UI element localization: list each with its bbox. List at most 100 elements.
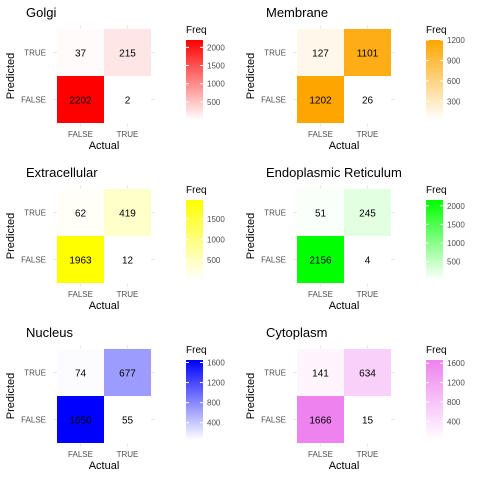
panel-endoplasmic-reticulum: Endoplasmic Reticulum Predicted FALSE TRUE F… <box>245 165 465 312</box>
legend-tick-label: 600 <box>447 77 461 86</box>
panel-title: Membrane <box>266 5 328 20</box>
tile-value-label: 2156 <box>309 256 332 267</box>
heatmap-tile <box>104 189 151 236</box>
tile-value-label: 1650 <box>69 416 92 427</box>
x-tick-label: TRUE <box>117 130 139 139</box>
x-tick-label: TRUE <box>357 130 379 139</box>
panel-title: Extracellular <box>26 165 98 180</box>
tile-value-label: 245 <box>359 209 376 220</box>
y-axis-label: Predicted <box>5 53 17 99</box>
tile-value-label: 62 <box>75 209 87 220</box>
heatmap-tile <box>344 349 391 396</box>
x-tick-label: TRUE <box>357 450 379 459</box>
heatmap-tile <box>297 349 344 396</box>
legend-tick-label: 500 <box>207 98 221 107</box>
x-tick-label: FALSE <box>308 130 333 139</box>
heatmap-tile <box>297 396 344 443</box>
tile-value-label: 15 <box>362 416 374 427</box>
legend-tick-label: 1000 <box>447 239 465 248</box>
legend-tick-label: 400 <box>447 417 461 426</box>
x-axis-label: Actual <box>329 300 360 312</box>
tile-value-label: 215 <box>119 49 136 60</box>
legend-title: Freq <box>426 345 447 356</box>
legend-tick-label: 1200 <box>207 379 225 388</box>
legend-tick-label: 1500 <box>207 62 225 71</box>
y-tick-label: TRUE <box>24 369 46 378</box>
y-tick-label: FALSE <box>261 256 286 265</box>
legend-title: Freq <box>186 345 207 356</box>
panel-title: Golgi <box>26 5 56 20</box>
heatmap-tile <box>57 396 104 443</box>
heatmap-tile <box>57 349 104 396</box>
y-tick-label: FALSE <box>21 256 46 265</box>
heatmap-tile <box>104 76 151 123</box>
tile-value-label: 2 <box>125 96 131 107</box>
legend-tick-label: 800 <box>207 399 221 408</box>
legend-title: Freq <box>186 185 207 196</box>
tile-value-label: 37 <box>75 49 87 60</box>
x-tick-label: TRUE <box>117 290 139 299</box>
tile-value-label: 419 <box>119 209 136 220</box>
x-tick-label: FALSE <box>68 130 93 139</box>
legend-tick-label: 1200 <box>447 379 465 388</box>
heatmap-tile <box>297 236 344 283</box>
legend-tick-label: 900 <box>447 57 461 66</box>
legend-colorbar <box>186 360 203 440</box>
tile-value-label: 12 <box>122 256 134 267</box>
legend-tick-label: 500 <box>207 256 221 265</box>
legend-tick-label: 300 <box>447 97 461 106</box>
tile-value-label: 1963 <box>69 256 92 267</box>
legend-tick-label: 1600 <box>447 359 465 368</box>
legend-tick-label: 1000 <box>207 235 225 244</box>
tile-value-label: 634 <box>359 369 376 380</box>
panel-title: Cytoplasm <box>266 325 327 340</box>
heatmap-tile <box>297 29 344 76</box>
x-tick-label: FALSE <box>308 290 333 299</box>
tile-value-label: 1666 <box>309 416 332 427</box>
heatmap-tile <box>57 29 104 76</box>
tile-value-label: 26 <box>362 96 374 107</box>
y-tick-label: FALSE <box>21 96 46 105</box>
tile-value-label: 4 <box>365 256 371 267</box>
legend-colorbar <box>186 40 203 120</box>
heatmap-tile <box>344 396 391 443</box>
y-tick-label: FALSE <box>21 416 46 425</box>
heatmap-tile <box>57 236 104 283</box>
tile-value-label: 55 <box>122 416 134 427</box>
legend-tick-label: 1500 <box>207 215 225 224</box>
heatmap-tile <box>344 29 391 76</box>
legend-tick-label: 400 <box>207 419 221 428</box>
legend-tick-label: 800 <box>447 398 461 407</box>
legend-colorbar <box>186 200 203 280</box>
x-tick-label: TRUE <box>117 450 139 459</box>
legend-tick-label: 1200 <box>447 36 465 45</box>
legend-tick-label: 1000 <box>207 80 225 89</box>
y-axis-label: Predicted <box>245 213 257 259</box>
y-axis-label: Predicted <box>245 373 257 419</box>
x-tick-label: TRUE <box>357 290 379 299</box>
tile-value-label: 127 <box>312 49 329 60</box>
legend-tick-label: 500 <box>447 258 461 267</box>
legend-title: Freq <box>426 185 447 196</box>
y-tick-label: TRUE <box>24 209 46 218</box>
y-tick-label: TRUE <box>24 49 46 58</box>
tile-value-label: 2202 <box>69 96 92 107</box>
x-tick-label: FALSE <box>68 450 93 459</box>
tile-value-label: 141 <box>312 369 329 380</box>
x-tick-label: FALSE <box>308 450 333 459</box>
y-axis-label: Predicted <box>245 53 257 99</box>
tile-value-label: 74 <box>75 369 87 380</box>
heatmap-tile <box>344 189 391 236</box>
heatmap-tile <box>344 76 391 123</box>
x-axis-label: Actual <box>89 460 120 472</box>
heatmap-tile <box>104 349 151 396</box>
y-tick-label: FALSE <box>261 416 286 425</box>
heatmap-tile <box>57 76 104 123</box>
x-axis-label: Actual <box>89 300 120 312</box>
